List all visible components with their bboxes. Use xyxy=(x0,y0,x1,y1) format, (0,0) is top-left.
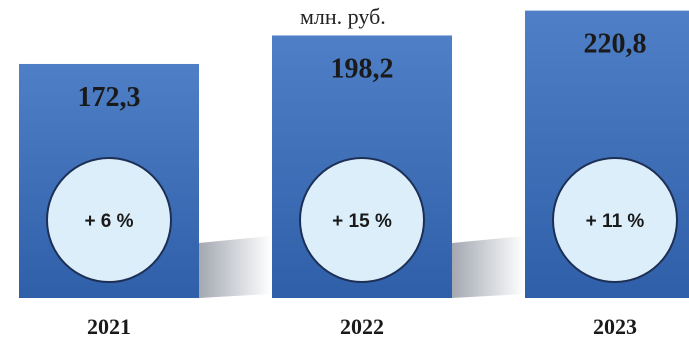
category-label: 2021 xyxy=(87,314,131,339)
change-label: + 6 % xyxy=(84,211,133,232)
change-circle xyxy=(46,157,172,283)
category-label: 2023 xyxy=(593,314,637,339)
change-label: + 11 % xyxy=(586,211,645,232)
bar-shadow xyxy=(452,236,524,298)
bar-value-label: 198,2 xyxy=(331,53,394,84)
change-label: + 15 % xyxy=(332,211,392,232)
bar-value-label: 172,3 xyxy=(78,82,141,113)
unit-label: млн. руб. xyxy=(300,4,386,29)
change-circle xyxy=(552,157,678,283)
bar-shadow xyxy=(199,236,271,298)
change-circle xyxy=(299,157,425,283)
category-label: 2022 xyxy=(340,314,384,339)
bar-value-label: 220,8 xyxy=(584,29,647,60)
